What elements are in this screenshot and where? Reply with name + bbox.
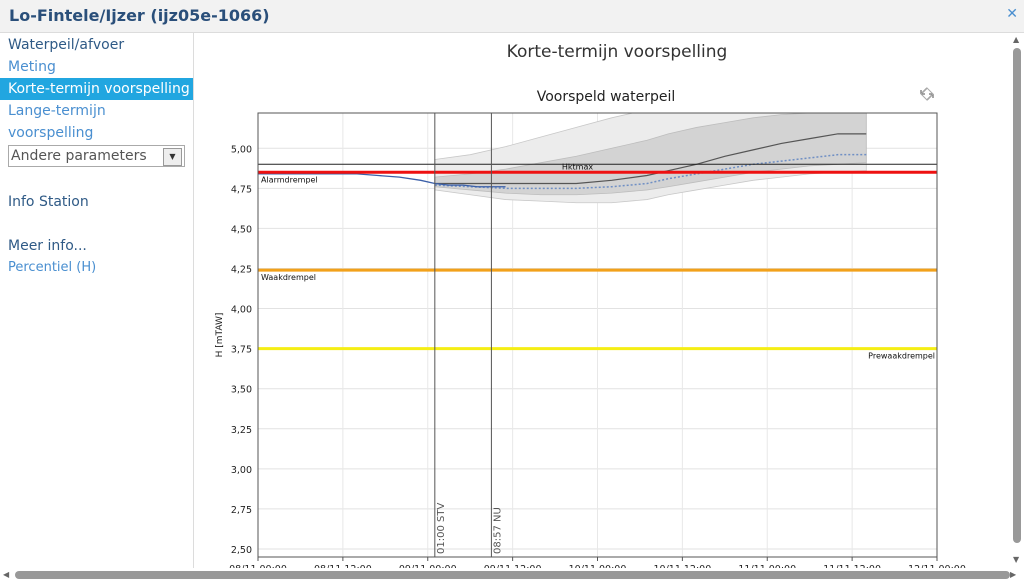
y-tick-label: 4,50 bbox=[231, 224, 252, 235]
horizontal-scrollbar[interactable]: ◀ ▶ bbox=[0, 568, 1024, 582]
y-tick-label: 3,00 bbox=[231, 465, 252, 476]
y-tick-label: 4,00 bbox=[231, 305, 252, 316]
y-tick-label: 4,25 bbox=[231, 264, 252, 275]
parameters-dropdown-value: Andere parameters bbox=[11, 148, 147, 164]
forecast-chart: Korte-termijn voorspelling Voorspeld wat… bbox=[215, 42, 966, 575]
sidebar-item-lange-termijn[interactable]: Lange-termijn voorspelling bbox=[8, 103, 106, 141]
chart-title: Voorspeld waterpeil bbox=[537, 89, 676, 105]
vertical-scroll-thumb[interactable] bbox=[1013, 48, 1021, 543]
y-tick-label: 2,75 bbox=[231, 505, 252, 516]
percentile-link[interactable]: Percentiel (H) bbox=[8, 260, 97, 275]
scroll-right-icon[interactable]: ▶ bbox=[1010, 570, 1017, 579]
measured-line bbox=[258, 173, 506, 188]
window-title: Lo-Fintele/Ijzer (ijz05e-1066) bbox=[9, 6, 270, 25]
y-tick-label: 3,50 bbox=[231, 385, 252, 396]
marker-label: 08:57 NU bbox=[492, 507, 503, 554]
close-icon[interactable]: ✕ bbox=[1006, 6, 1018, 22]
plot-area: 2,50 2,75 3,00 3,25 3,50 3,75 4,00 4,25 4,50 4,75… bbox=[229, 112, 966, 575]
y-tick-label: 4,75 bbox=[231, 184, 252, 195]
sidebar-item-korte-termijn[interactable]: Korte-termijn voorspelling bbox=[0, 78, 193, 100]
y-tick-label: 3,25 bbox=[231, 425, 252, 436]
scroll-left-icon[interactable]: ◀ bbox=[3, 570, 10, 579]
expand-arrows-icon[interactable] bbox=[920, 87, 934, 101]
sidebar-section-title: Waterpeil/afvoer bbox=[8, 37, 125, 53]
uncertainty-band-inner bbox=[434, 113, 867, 196]
y-tick-label: 2,50 bbox=[231, 545, 252, 556]
vertical-scrollbar[interactable]: ▲ ▼ bbox=[1010, 33, 1024, 568]
y-axis-label: H [mTAW] bbox=[215, 313, 225, 358]
meer-info-title: Meer info... bbox=[8, 238, 87, 254]
parameters-dropdown[interactable]: Andere parameters ▼ bbox=[8, 145, 185, 167]
series-group bbox=[258, 113, 867, 204]
info-station-link[interactable]: Info Station bbox=[8, 194, 89, 210]
page-title: Korte-termijn voorspelling bbox=[507, 42, 728, 62]
y-tick-label: 3,75 bbox=[231, 345, 252, 356]
chevron-down-icon[interactable]: ▼ bbox=[163, 148, 182, 166]
marker-label: 01:00 STV bbox=[436, 503, 447, 554]
threshold-label: Waakdrempel bbox=[261, 273, 316, 282]
main-panel: Korte-termijn voorspelling Voorspeld wat… bbox=[194, 33, 1010, 575]
scroll-up-icon[interactable]: ▲ bbox=[1013, 35, 1020, 44]
threshold-label: Prewaakdrempel bbox=[868, 352, 935, 361]
horizontal-scroll-thumb[interactable] bbox=[15, 571, 1010, 579]
upper-forecast-line bbox=[434, 133, 867, 185]
threshold-label: Hktmax bbox=[562, 162, 593, 171]
scroll-down-icon[interactable]: ▼ bbox=[1013, 555, 1020, 564]
window-titlebar: Lo-Fintele/Ijzer (ijz05e-1066) ✕ bbox=[0, 0, 1024, 33]
threshold-label: Alarmdrempel bbox=[261, 175, 318, 184]
y-tick-label: 5,00 bbox=[231, 144, 252, 155]
sidebar-item-meting[interactable]: Meting bbox=[8, 59, 56, 75]
sidebar: Waterpeil/afvoer Meting Korte-termijn vo… bbox=[0, 33, 194, 568]
plot-border bbox=[257, 112, 938, 558]
